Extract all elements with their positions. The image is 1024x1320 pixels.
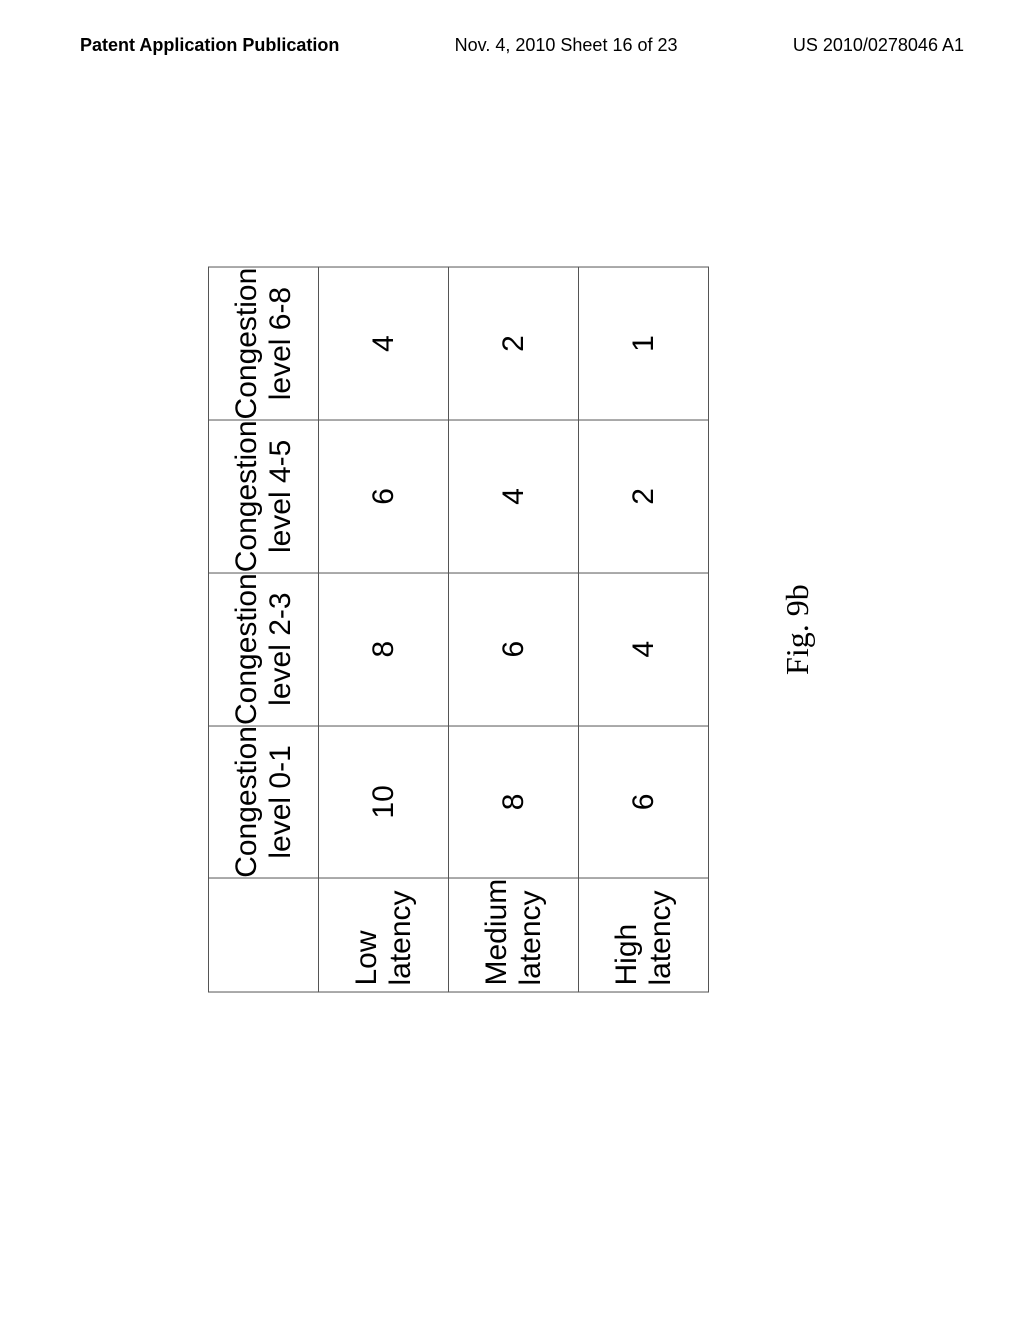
header-col-1: Congestion level 2-3 xyxy=(209,573,319,726)
cell: 8 xyxy=(319,573,449,726)
figure-container: Congestion level 0-1 Congestion level 2-… xyxy=(208,267,816,993)
cell: 6 xyxy=(449,573,579,726)
header-col-3: Congestion level 6-8 xyxy=(209,267,319,420)
figure-caption: Fig. 9b xyxy=(779,267,816,993)
header-center: Nov. 4, 2010 Sheet 16 of 23 xyxy=(455,35,678,56)
table-row: Low latency 10 8 6 4 xyxy=(319,267,449,992)
cell: 4 xyxy=(449,420,579,573)
cell: 1 xyxy=(579,267,709,420)
table-row: Medium latency 8 6 4 2 xyxy=(449,267,579,992)
row-label: Low latency xyxy=(319,878,449,992)
page-header: Patent Application Publication Nov. 4, 2… xyxy=(0,0,1024,71)
cell: 2 xyxy=(579,420,709,573)
table-row: High latency 6 4 2 1 xyxy=(579,267,709,992)
congestion-latency-table: Congestion level 0-1 Congestion level 2-… xyxy=(208,267,709,993)
header-left: Patent Application Publication xyxy=(80,35,339,56)
header-right: US 2010/0278046 A1 xyxy=(793,35,964,56)
table-header-row: Congestion level 0-1 Congestion level 2-… xyxy=(209,267,319,992)
cell: 8 xyxy=(449,726,579,879)
cell: 2 xyxy=(449,267,579,420)
cell: 6 xyxy=(319,420,449,573)
row-label: Medium latency xyxy=(449,878,579,992)
cell: 10 xyxy=(319,726,449,879)
cell: 6 xyxy=(579,726,709,879)
row-label: High latency xyxy=(579,878,709,992)
header-col-2: Congestion level 4-5 xyxy=(209,420,319,573)
header-col-0: Congestion level 0-1 xyxy=(209,726,319,879)
header-blank xyxy=(209,878,319,992)
cell: 4 xyxy=(319,267,449,420)
cell: 4 xyxy=(579,573,709,726)
